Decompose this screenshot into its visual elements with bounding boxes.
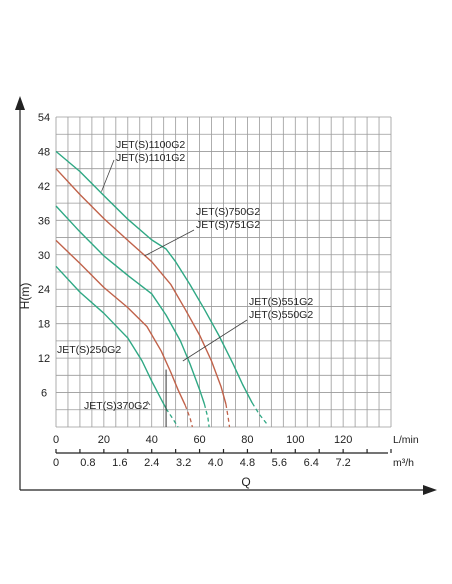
curve-label: JET(S)1100G2 (116, 139, 185, 151)
y-tick-label: 48 (38, 146, 50, 158)
axes (15, 96, 437, 495)
leader-line (144, 229, 195, 257)
curve-solid (55, 205, 206, 405)
curve-label: JET(S)750G2 (196, 206, 260, 218)
x-tick-label: 40 (146, 434, 158, 446)
y-axis-title: H(m) (18, 283, 32, 310)
leader-line (182, 319, 248, 362)
x-axis-arrow (423, 485, 437, 495)
x-tick-label-m3h: 4.0 (208, 457, 223, 469)
curve-dashed (165, 408, 179, 428)
x-tick-label: 120 (334, 434, 352, 446)
x-tick-labels-lmin: 0 20 40 60 80 100 120 (53, 434, 352, 446)
y-axis-arrow (15, 96, 25, 110)
y-tick-label: 42 (38, 181, 50, 193)
x-tick-label-m3h: 5.6 (272, 457, 287, 469)
curve-dashed (251, 402, 268, 425)
y-tick-label: 12 (38, 353, 50, 365)
curve-solid (55, 150, 253, 404)
curve-solid (55, 239, 186, 406)
x-tick-label: 100 (286, 434, 304, 446)
x-tick-label: 20 (98, 434, 110, 446)
curve-label: JET(S)551G2 (249, 296, 313, 308)
x-tick-label-m3h: 4.8 (240, 457, 255, 469)
leader-line (101, 159, 115, 192)
x-tick-label-m3h: 0.8 (80, 457, 95, 469)
x-tick-label-m3h: 1.6 (112, 457, 127, 469)
curve-label: JET(S)751G2 (196, 219, 260, 231)
x-tick-label: 0 (53, 434, 59, 446)
y-tick-label: 18 (38, 319, 50, 331)
y-tick-labels: 6 12 18 24 30 36 42 48 54 (38, 112, 50, 400)
curve-label: JET(S)1101G2 (116, 152, 185, 164)
curve-label: JET(S)370G2 (84, 400, 148, 412)
grid (55, 116, 392, 428)
x-unit-m3h: m³/h (393, 457, 414, 469)
y-tick-label: 24 (38, 284, 50, 296)
x-tick-label-m3h: 7.2 (335, 457, 350, 469)
x-tick-label-m3h: 2.4 (144, 457, 159, 469)
y-tick-label: 30 (38, 250, 50, 262)
x-tick-label: 60 (193, 434, 205, 446)
x-tick-label: 80 (241, 434, 253, 446)
performance-curves (55, 150, 268, 428)
x-tick-label-m3h: 0 (53, 457, 59, 469)
leader-line (146, 400, 151, 406)
x-tick-label-m3h: 3.2 (176, 457, 191, 469)
curve-dashed (225, 403, 231, 428)
curve-dashed (203, 403, 210, 428)
curve-solid (55, 265, 167, 409)
x-tick-labels-m3h: 0 0.8 1.6 2.4 3.2 4.0 4.8 5.6 6.4 7.2 (53, 457, 351, 469)
y-tick-label: 36 (38, 215, 50, 227)
curve-label: JET(S)250G2 (57, 344, 121, 356)
curve-solid (55, 168, 227, 405)
y-tick-label: 6 (41, 388, 47, 400)
x-unit-lmin: L/min (393, 434, 419, 446)
curve-dashed (184, 404, 194, 428)
curve-annotations: JET(S)1100G2JET(S)1101G2JET(S)750G2JET(S… (57, 139, 313, 412)
x-axis-title: Q (241, 475, 250, 489)
y-tick-label: 54 (38, 112, 50, 124)
x-tick-label-m3h: 6.4 (304, 457, 319, 469)
curve-label: JET(S)550G2 (249, 309, 313, 321)
